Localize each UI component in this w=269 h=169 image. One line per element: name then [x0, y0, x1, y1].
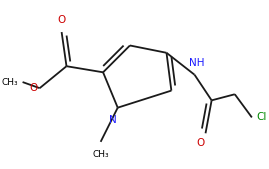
Text: O: O: [197, 138, 205, 148]
Text: NH: NH: [189, 58, 205, 68]
Text: O: O: [58, 15, 66, 25]
Text: CH₃: CH₃: [1, 78, 18, 87]
Text: N: N: [109, 115, 117, 125]
Text: CH₃: CH₃: [92, 150, 109, 159]
Text: O: O: [29, 83, 37, 93]
Text: Cl: Cl: [257, 112, 267, 122]
